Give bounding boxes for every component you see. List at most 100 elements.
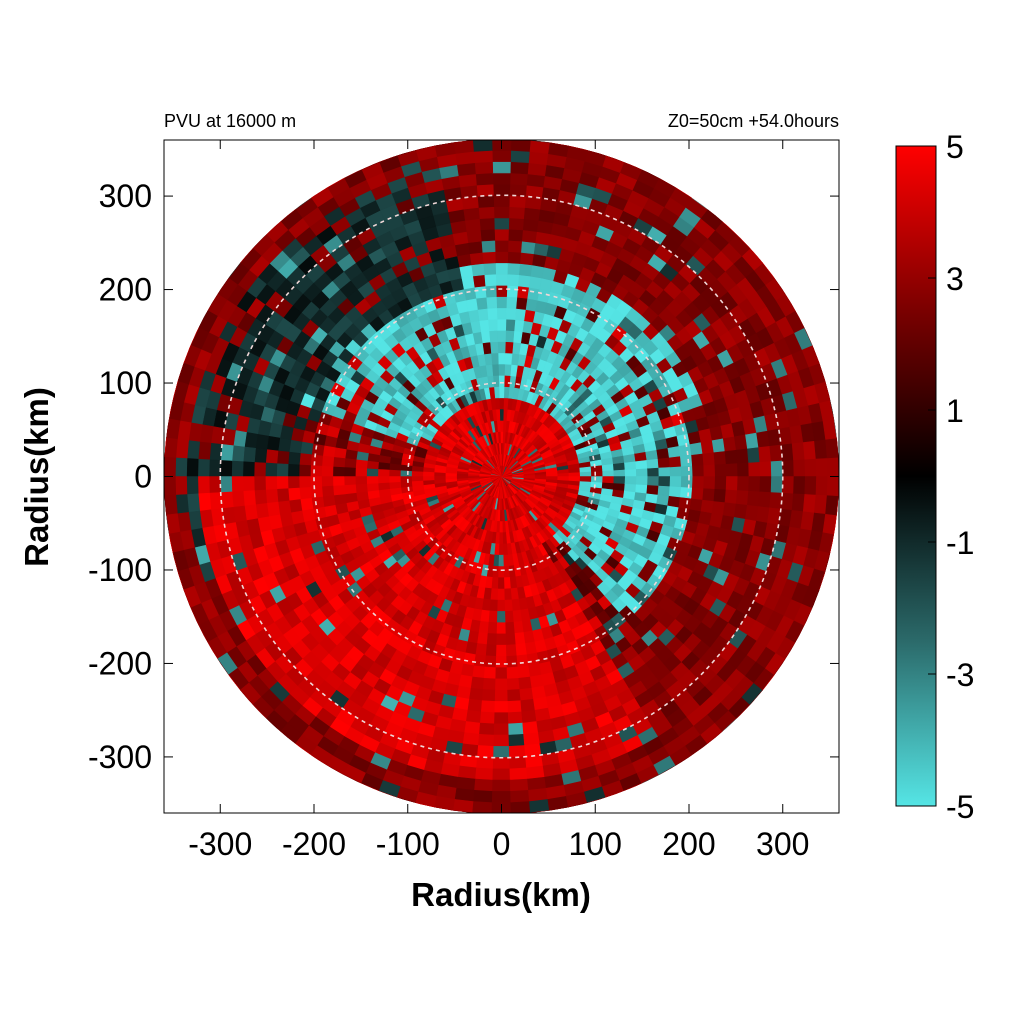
heatmap-cell: [497, 577, 506, 590]
heatmap-cell: [487, 318, 498, 332]
heatmap-cell: [175, 438, 189, 459]
heatmap-cell: [689, 441, 704, 456]
heatmap-cell: [804, 476, 817, 495]
heatmap-cell: [242, 490, 256, 507]
heatmap-cell: [457, 765, 477, 780]
heatmap-cell: [488, 610, 498, 624]
heatmap-cell: [480, 700, 496, 714]
heatmap-cell: [678, 496, 692, 510]
heatmap-cell: [747, 446, 761, 463]
heatmap-cell: [838, 456, 839, 477]
heatmap-cell: [321, 465, 334, 477]
heatmap-cell: [523, 309, 536, 323]
heatmap-cell: [519, 251, 534, 266]
heatmap-cell: [497, 352, 506, 365]
heatmap-cell: [484, 655, 497, 669]
heatmap-cell: [487, 621, 498, 635]
heatmap-cell: [769, 491, 783, 509]
heatmap-cell: [498, 375, 505, 387]
heatmap-cell: [175, 494, 189, 515]
heatmap-cell: [197, 476, 210, 495]
heatmap-cell: [483, 273, 497, 287]
heatmap-cell: [802, 440, 817, 460]
heatmap-cell: [505, 296, 518, 309]
heatmap-cell: [508, 217, 524, 231]
heatmap-cell: [165, 418, 181, 440]
heatmap-cell: [635, 483, 648, 494]
heatmap-cell: [679, 454, 693, 467]
heatmap-cell: [498, 543, 505, 556]
heatmap-cell: [525, 754, 544, 769]
heatmap-cell: [523, 207, 541, 221]
heatmap-cell: [503, 386, 510, 399]
heatmap-cell: [725, 476, 739, 491]
heatmap-cell: [506, 284, 519, 298]
colorbar-tick-label: 3: [946, 261, 964, 297]
heatmap-cell: [474, 161, 494, 175]
heatmap-cell: [242, 446, 256, 463]
x-tick-label: 200: [662, 826, 715, 862]
heatmap-cell: [507, 228, 524, 242]
heatmap-cell: [508, 195, 526, 208]
heatmap-cell: [486, 633, 498, 646]
heatmap-cell: [287, 451, 301, 466]
heatmap-cell: [646, 484, 660, 495]
heatmap-cell: [579, 480, 592, 488]
heatmap-cell: [510, 789, 530, 803]
heatmap-cell: [298, 476, 311, 489]
heatmap-cell: [186, 476, 199, 495]
heatmap-cell: [473, 150, 493, 164]
heatmap-cell: [534, 476, 547, 480]
heatmap-cell: [759, 476, 772, 493]
heatmap-cell: [485, 644, 498, 657]
colorbar-tick-label: -1: [946, 525, 974, 561]
heatmap-cell: [208, 476, 222, 494]
heatmap-cell: [495, 273, 508, 286]
heatmap-cell: [510, 140, 532, 141]
heatmap-field: [164, 140, 839, 825]
heatmap-cell: [735, 447, 749, 464]
heatmap-cell: [770, 460, 784, 477]
heatmap-cell: [497, 341, 506, 354]
heatmap-cell: [332, 456, 346, 468]
heatmap-cell: [388, 463, 402, 472]
y-tick-label: 0: [134, 459, 152, 495]
heatmap-cell: [793, 458, 806, 477]
heatmap-cell: [492, 814, 512, 825]
heatmap-cell: [724, 449, 738, 465]
x-tick-label: -300: [188, 826, 252, 862]
heatmap-cell: [473, 654, 487, 668]
heatmap-cell: [700, 439, 715, 454]
heatmap-cell: [485, 576, 494, 589]
heatmap-cell: [343, 467, 356, 477]
heatmap-cell: [737, 476, 750, 491]
heatmap-cell: [522, 721, 539, 735]
heatmap-cell: [714, 476, 727, 490]
heatmap-cell: [815, 457, 829, 477]
heatmap-cell: [489, 599, 499, 612]
heatmap-cell: [343, 458, 357, 469]
colorbar-tick-label: 1: [946, 393, 964, 429]
heatmap-cell: [833, 416, 839, 439]
heatmap-cell: [254, 489, 268, 506]
heatmap-cell: [461, 743, 479, 758]
heatmap-cell: [231, 460, 244, 477]
heatmap-cell: [668, 455, 682, 468]
heatmap-cell: [713, 488, 727, 503]
heatmap-cell: [679, 486, 693, 499]
heatmap-cell: [219, 476, 233, 493]
heatmap-cell: [197, 441, 212, 461]
heatmap-cell: [815, 476, 829, 496]
heatmap-cell: [505, 318, 516, 332]
colorbar-tick-label: -5: [946, 789, 974, 825]
heatmap-cell: [354, 467, 368, 477]
heatmap-cell: [526, 286, 540, 301]
heatmap-cell: [692, 476, 705, 489]
heatmap-cell: [493, 206, 510, 219]
heatmap-cell: [492, 172, 511, 185]
heatmap-cell: [504, 341, 514, 354]
heatmap-cell: [479, 722, 495, 736]
heatmap-cell: [656, 494, 670, 506]
heatmap-cell: [266, 435, 281, 452]
heatmap-cell: [287, 476, 300, 490]
